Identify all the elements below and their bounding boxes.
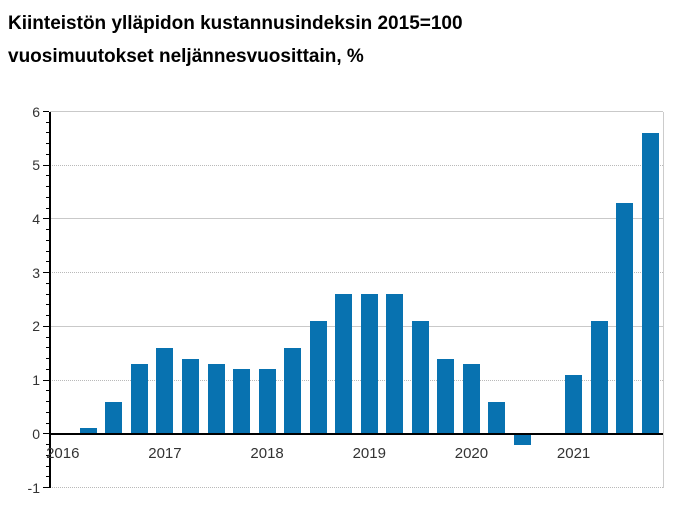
bar-2021Q2 — [590, 320, 608, 434]
bar-2021Q4 — [641, 132, 659, 434]
chart-title-line-1: Kiinteistön ylläpidon kustannusindeksin … — [8, 13, 463, 34]
bar-2016Q4 — [130, 363, 148, 434]
bar-2017Q2 — [181, 358, 199, 434]
y-minor-tick — [45, 422, 49, 424]
y-minor-tick — [45, 401, 49, 403]
bar-2020Q1 — [462, 363, 480, 434]
y-minor-tick — [45, 476, 49, 478]
bar-2020Q3 — [514, 433, 532, 445]
y-minor-tick — [45, 186, 49, 188]
bar-2019Q1 — [360, 294, 378, 434]
x-year-label: 2020 — [454, 445, 489, 462]
y-minor-tick — [45, 358, 49, 360]
y-minor-tick — [45, 444, 49, 446]
chart-title: Kiinteistön ylläpidon kustannusindeksin … — [8, 7, 463, 73]
y-minor-tick — [45, 282, 49, 284]
y-minor-tick — [45, 293, 49, 295]
y-gridline — [50, 111, 663, 112]
y-minor-tick — [45, 368, 49, 370]
y-tick-label: 2 — [32, 318, 40, 335]
bar-2021Q1 — [565, 374, 583, 434]
bar-2019Q3 — [411, 320, 429, 434]
bar-2016Q2 — [79, 428, 97, 434]
bar-2019Q4 — [437, 358, 455, 434]
y-gridline — [50, 164, 663, 166]
y-minor-tick — [45, 239, 49, 241]
bar-2018Q4 — [335, 294, 353, 434]
bar-2018Q1 — [258, 369, 276, 434]
y-tick-label: 3 — [32, 264, 40, 281]
y-gridline — [50, 272, 663, 274]
bar-2017Q3 — [207, 363, 225, 434]
y-tick-label: -1 — [27, 479, 40, 496]
y-gridline — [50, 379, 663, 381]
bar-2017Q1 — [156, 347, 174, 434]
y-minor-tick — [45, 153, 49, 155]
y-minor-tick — [45, 465, 49, 467]
y-minor-tick — [45, 336, 49, 338]
y-axis-spine — [48, 111, 51, 488]
plot-right-border — [663, 111, 664, 488]
y-minor-tick — [45, 261, 49, 263]
y-tick-label: 1 — [32, 372, 40, 389]
y-minor-tick — [45, 315, 49, 317]
x-year-label: 2018 — [250, 445, 284, 462]
y-major-tick — [43, 218, 49, 220]
y-major-tick — [43, 379, 49, 381]
y-minor-tick — [45, 250, 49, 252]
y-minor-tick — [45, 390, 49, 392]
y-minor-tick — [45, 132, 49, 134]
x-year-label: 2017 — [148, 445, 182, 462]
y-gridline — [50, 218, 663, 220]
y-gridline — [50, 487, 663, 488]
bar-2021Q3 — [616, 202, 634, 434]
bar-2017Q4 — [233, 369, 251, 434]
bar-2018Q3 — [309, 320, 327, 434]
y-minor-tick — [45, 347, 49, 349]
y-minor-tick — [45, 207, 49, 209]
y-major-tick — [43, 325, 49, 327]
y-minor-tick — [45, 196, 49, 198]
x-year-label: 2021 — [556, 445, 591, 462]
y-minor-tick — [45, 411, 49, 413]
y-major-tick — [43, 272, 49, 274]
y-minor-tick — [45, 229, 49, 231]
bar-2019Q2 — [386, 294, 404, 434]
y-major-tick — [43, 487, 49, 488]
x-axis-baseline — [50, 432, 663, 435]
x-year-label: 2016 — [46, 445, 80, 462]
y-minor-tick — [45, 121, 49, 123]
y-minor-tick — [45, 454, 49, 456]
y-minor-tick — [45, 175, 49, 177]
y-major-tick — [43, 111, 49, 112]
y-tick-label: 5 — [32, 157, 40, 174]
y-major-tick — [43, 164, 49, 166]
y-tick-label: 4 — [32, 210, 40, 227]
y-tick-label: 6 — [32, 103, 40, 120]
chart-title-line-2: vuosimuutokset neljännesvuosittain, % — [8, 46, 364, 67]
bar-2016Q3 — [105, 401, 123, 434]
bar-2018Q2 — [284, 347, 302, 434]
x-year-label: 2019 — [352, 445, 386, 462]
y-major-tick — [43, 433, 49, 435]
bar-2020Q2 — [488, 401, 506, 434]
y-minor-tick — [45, 143, 49, 145]
y-gridline — [50, 325, 663, 327]
y-tick-label: 0 — [32, 425, 40, 442]
y-minor-tick — [45, 304, 49, 306]
